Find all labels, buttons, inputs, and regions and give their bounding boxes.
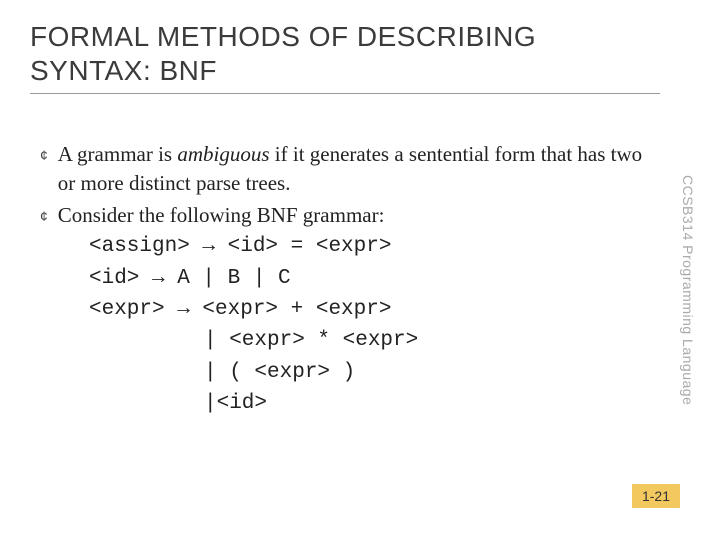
bullet-icon: ¢ (40, 208, 48, 224)
grammar-rule: <assign> → <id> = <expr> (89, 232, 391, 261)
grammar-rule: <id> → A | B | C (89, 264, 291, 293)
page-number: 1-21 (632, 484, 680, 508)
slide: FORMAL METHODS OF DESCRIBING SYNTAX: BNF… (0, 0, 720, 540)
content-line: ¢ Consider the following BNF grammar: (40, 201, 650, 230)
course-label: CCSB314 Programming Language (680, 175, 696, 405)
content-line: |<id> (40, 389, 650, 418)
slide-title: FORMAL METHODS OF DESCRIBING SYNTAX: BNF (30, 20, 660, 94)
content-line: | <expr> * <expr> (40, 326, 650, 355)
title-block: FORMAL METHODS OF DESCRIBING SYNTAX: BNF (30, 20, 660, 94)
grammar-rule: | <expr> * <expr> (204, 326, 418, 355)
body-text: A grammar is ambiguous if it generates a… (58, 140, 650, 199)
content-line: <expr> → <expr> + <expr> (40, 295, 650, 324)
content-line: <assign> → <id> = <expr> (40, 232, 650, 261)
grammar-rule: <expr> → <expr> + <expr> (89, 295, 391, 324)
content-block: ¢ A grammar is ambiguous if it generates … (40, 140, 650, 421)
bullet-icon: ¢ (40, 147, 48, 163)
content-line: <id> → A | B | C (40, 264, 650, 293)
content-line: ¢ A grammar is ambiguous if it generates … (40, 140, 650, 199)
body-text: Consider the following BNF grammar: (58, 201, 385, 230)
grammar-rule: |<id> (204, 389, 267, 418)
grammar-rule: | ( <expr> ) (204, 358, 355, 387)
content-line: | ( <expr> ) (40, 358, 650, 387)
